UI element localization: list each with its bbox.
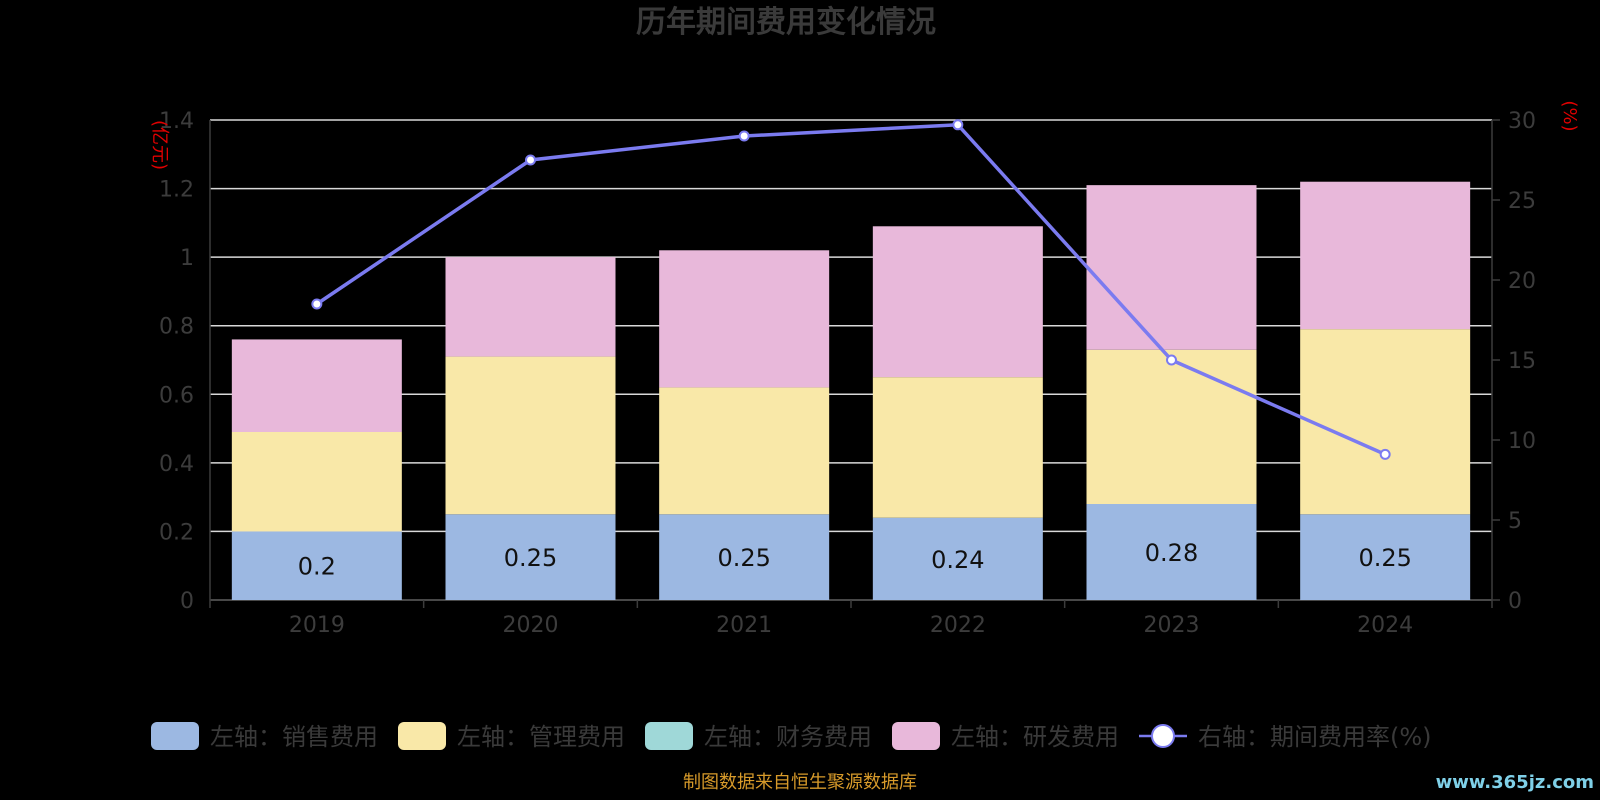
- bar-segment: [659, 250, 830, 388]
- bar-segment: [231, 531, 402, 600]
- left-axis-unit-label: (亿元): [149, 120, 170, 170]
- bar-segment: [445, 257, 616, 357]
- bar-segment: [659, 387, 830, 515]
- axes: 0 0.2 0.4 0.6 0.8 1 1.2 1.4 0 5 10 15 20 25 30 2019 2020…: [159, 109, 1536, 638]
- legend-marker: [1151, 724, 1175, 748]
- bar-segment: [872, 517, 1043, 600]
- legend-swatch: [398, 722, 446, 750]
- y-left-tick-label: 0.8: [159, 315, 194, 340]
- y-left-tick-label: 1.2: [159, 178, 194, 203]
- legend-label: 右轴：期间费用率(%): [1198, 723, 1432, 751]
- bar-value-label: 0.28: [1145, 539, 1198, 567]
- y-right-tick-label: 30: [1508, 109, 1536, 134]
- bar-segment: [1086, 504, 1257, 600]
- x-tick-label: 2024: [1357, 613, 1413, 638]
- bar-segment: [445, 514, 616, 600]
- rate-point: [952, 119, 964, 131]
- y-right-tick-label: 25: [1508, 189, 1536, 214]
- grid-lines: [210, 119, 1492, 601]
- y-left-tick-label: 1.4: [159, 109, 194, 134]
- data-labels: 0.2 0.25 0.25 0.24 0.28 0.25: [298, 539, 1412, 581]
- y-right-tick-label: 15: [1508, 349, 1536, 374]
- y-right-tick-label: 10: [1508, 429, 1536, 454]
- x-tick-label: 2020: [503, 613, 559, 638]
- bar-value-label: 0.25: [717, 544, 770, 572]
- legend-label: 左轴：财务费用: [704, 723, 872, 751]
- bar-segment: [445, 356, 616, 515]
- legend-swatch: [645, 722, 693, 750]
- bar-segment: [1300, 514, 1471, 600]
- bar-segment: [659, 514, 830, 600]
- bar-segment: [1300, 329, 1471, 515]
- rate-point: [1166, 354, 1177, 366]
- bar-value-label: 0.25: [504, 544, 557, 572]
- x-tick-label: 2022: [930, 613, 986, 638]
- x-tick-label: 2023: [1144, 613, 1200, 638]
- legend-label: 左轴：研发费用: [951, 723, 1119, 751]
- rate-point: [525, 154, 536, 166]
- legend-label: 左轴：销售费用: [210, 723, 378, 751]
- y-left-tick-label: 0: [180, 589, 194, 614]
- bar-segment: [231, 339, 402, 432]
- bar-segment: [1300, 181, 1471, 330]
- legend: 左轴：销售费用 左轴：管理费用 左轴：财务费用 左轴：研发费用 右轴：期间费用率(%): [151, 722, 1432, 751]
- y-left-tick-label: 1: [180, 246, 194, 271]
- rate-line: [315, 123, 1386, 457]
- legend-swatch: [151, 722, 199, 750]
- watermark: www.365jz.com: [1436, 772, 1594, 793]
- y-left-tick-label: 0.6: [159, 383, 194, 408]
- bar-series: [231, 181, 1471, 600]
- bar-segment: [872, 377, 1043, 518]
- right-axis-unit-label: (%): [1559, 100, 1580, 131]
- y-left-tick-label: 0.2: [159, 520, 194, 545]
- rate-point: [1379, 448, 1391, 460]
- x-tick-label: 2019: [289, 613, 345, 638]
- bar-segment: [231, 432, 402, 532]
- x-tick-label: 2021: [716, 613, 772, 638]
- chart-title: 历年期间费用变化情况: [636, 5, 936, 40]
- legend-swatch: [892, 722, 940, 750]
- y-right-tick-label: 0: [1508, 589, 1522, 614]
- bar-value-label: 0.24: [931, 546, 984, 574]
- source-note: 制图数据来自恒生聚源数据库: [683, 772, 917, 793]
- y-right-tick-label: 20: [1508, 269, 1536, 294]
- legend-label: 左轴：管理费用: [457, 723, 625, 751]
- bar-value-label: 0.25: [1358, 544, 1411, 572]
- rate-point: [311, 298, 323, 310]
- bar-segment: [1086, 349, 1257, 504]
- y-left-tick-label: 0.4: [159, 452, 194, 477]
- bar-value-label: 0.2: [298, 553, 336, 581]
- bar-segment: [872, 226, 1043, 378]
- line-series: [311, 119, 1391, 460]
- bar-segment: [1086, 185, 1257, 350]
- y-right-tick-label: 5: [1508, 509, 1522, 534]
- rate-point: [738, 130, 750, 142]
